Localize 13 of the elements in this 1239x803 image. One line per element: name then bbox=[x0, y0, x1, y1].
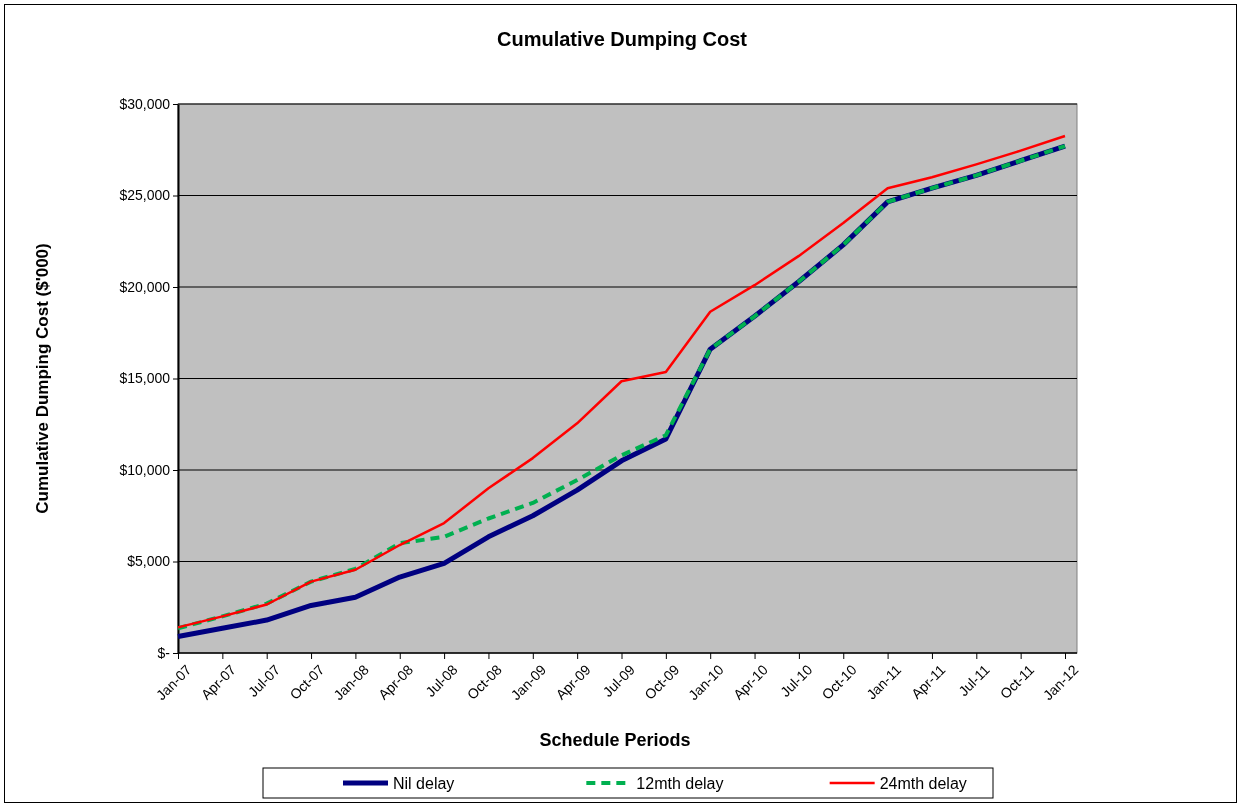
y-tick-label: $25,000 bbox=[119, 187, 171, 204]
legend-label: 24mth delay bbox=[879, 775, 967, 792]
x-axis-title: Schedule Periods bbox=[539, 730, 691, 750]
legend-label: Nil delay bbox=[393, 775, 455, 792]
y-tick-label: $30,000 bbox=[119, 95, 171, 112]
y-tick-label: $- bbox=[157, 644, 171, 661]
legend-label: 12mth delay bbox=[636, 775, 724, 792]
y-tick-label: $15,000 bbox=[119, 370, 171, 387]
chart-title: Cumulative Dumping Cost bbox=[496, 28, 748, 50]
y-tick-label: $5,000 bbox=[127, 553, 171, 570]
y-axis-title: Cumulative Dumping Cost ($'000) bbox=[33, 243, 52, 514]
y-tick-label: $10,000 bbox=[119, 461, 171, 478]
y-tick-label: $20,000 bbox=[119, 278, 171, 295]
